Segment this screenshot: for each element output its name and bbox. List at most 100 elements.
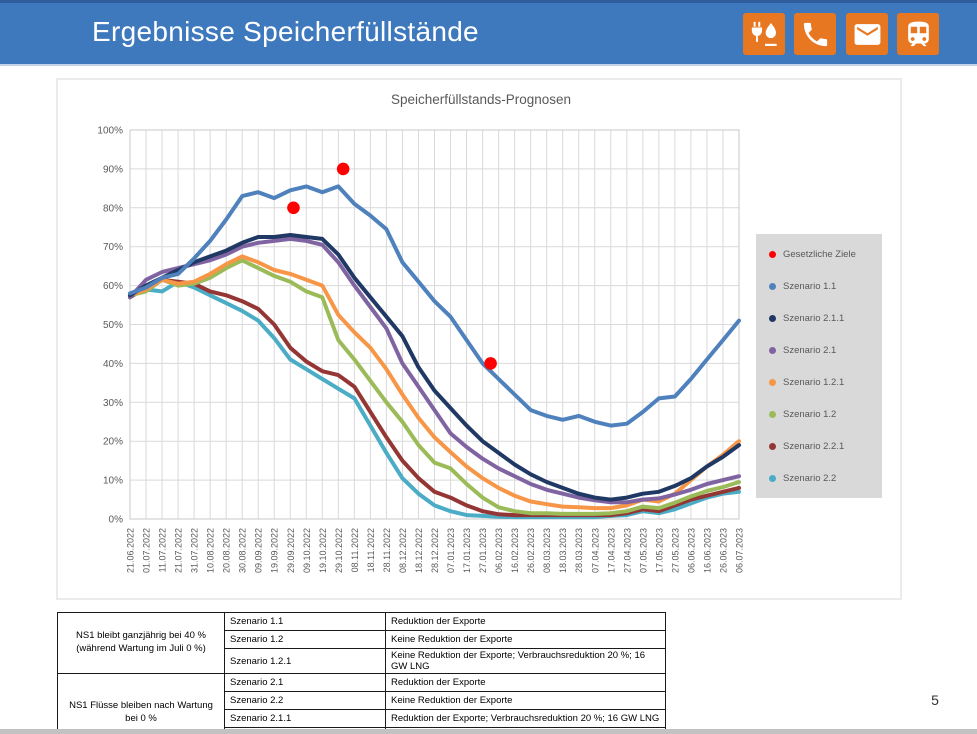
legend-dot-icon <box>769 410 776 418</box>
x-tick-label: 26.02.2023 <box>526 528 536 573</box>
x-tick-label: 11.07.2022 <box>158 528 168 572</box>
legend-item: Szenario 2.1.1 <box>756 302 882 334</box>
legend-dot-icon <box>769 250 776 258</box>
x-tick-label: 09.10.2022 <box>302 528 312 573</box>
table-cell-description: Reduktion der Exporte; Verbrauchsredukti… <box>385 709 666 728</box>
y-tick-label: 70% <box>103 242 123 253</box>
x-tick-label: 19.09.2022 <box>270 528 280 573</box>
y-tick-label: 10% <box>103 476 123 487</box>
table-cell-scenario: Szenario 2.1.1 <box>224 709 386 728</box>
y-tick-label: 40% <box>103 359 123 370</box>
phone-glyph <box>803 22 827 46</box>
x-tick-label: 17.04.2023 <box>606 528 616 573</box>
chart-container: 0% 10% 20% 30% 40% 50% 60% 70% 80% 90% 100% 21.06.2… <box>56 78 902 600</box>
x-tick-label: 31.07.2022 <box>190 528 200 573</box>
x-tick-label: 06.02.2023 <box>494 528 504 573</box>
x-tick-label: 19.10.2022 <box>318 528 328 573</box>
x-tick-label: 01.07.2022 <box>142 528 152 573</box>
legend-dot-icon <box>769 442 776 450</box>
table-row: NS1 Flüsse bleiben nach Wartung bei 0 % … <box>57 673 666 734</box>
table-row: Szenario 2.1.1 Reduktion der Exporte; Ve… <box>58 709 666 728</box>
x-tick-label: 27.01.2023 <box>478 528 488 573</box>
legend-item: Szenario 2.2.1 <box>756 430 882 462</box>
energy-plug-flame-glyph <box>751 21 777 46</box>
legend-item: Szenario 1.2 <box>756 398 882 430</box>
table-cell-description: Reduktion der Exporte <box>385 612 666 631</box>
legend-label: Gesetzliche Ziele <box>783 248 856 260</box>
y-tick-label: 0% <box>109 515 124 526</box>
x-tick-label: 07.01.2023 <box>446 528 456 573</box>
y-tick-label: 60% <box>103 281 123 292</box>
x-tick-label: 28.11.2022 <box>382 528 392 572</box>
table-cell-scenario: Szenario 2.1 <box>224 673 386 692</box>
table-group-label: NS1 bleibt ganzjährig bei 40 % (während … <box>57 612 225 674</box>
legend-dot-icon <box>769 282 776 290</box>
phone-icon <box>794 13 836 55</box>
chart-title: Speicherfüllstands-Prognosen <box>390 92 572 107</box>
target-dot <box>336 162 350 176</box>
y-tick-label: 100% <box>97 126 123 137</box>
page-title: Ergebnisse Speicherfüllstände <box>92 16 479 47</box>
table-cell-scenario: Szenario 1.2.1 <box>224 648 386 674</box>
train-glyph <box>907 21 929 46</box>
legend-item: Szenario 1.1 <box>756 270 882 302</box>
mail-glyph <box>854 23 880 45</box>
x-tick-label: 16.02.2023 <box>510 528 520 573</box>
x-tick-label: 21.07.2022 <box>174 528 184 573</box>
x-tick-label: 18.03.2023 <box>558 528 568 573</box>
x-tick-label: 18.12.2022 <box>414 528 424 573</box>
x-tick-label: 08.12.2022 <box>398 528 408 573</box>
x-tick-label: 29.10.2022 <box>334 528 344 573</box>
x-tick-label: 27.05.2023 <box>670 528 680 573</box>
x-tick-label: 10.08.2022 <box>206 528 216 573</box>
x-tick-label: 16.06.2023 <box>702 528 712 573</box>
x-tick-label: 28.12.2022 <box>430 528 440 573</box>
x-tick-label: 06.07.2023 <box>735 528 745 573</box>
page-number: 5 <box>931 692 939 708</box>
legend-label: Szenario 1.2 <box>783 408 837 420</box>
x-tick-label: 17.05.2023 <box>654 528 664 573</box>
table-group-label: NS1 Flüsse bleiben nach Wartung bei 0 % <box>57 673 225 734</box>
scenario-table: NS1 bleibt ganzjährig bei 40 % (während … <box>57 612 666 734</box>
table-cell-description: Keine Reduktion der Exporte; Verbrauchsr… <box>385 648 666 674</box>
legend-dot-icon <box>769 378 776 386</box>
legend-dot-icon <box>769 314 776 322</box>
x-tick-label: 07.05.2023 <box>638 528 648 573</box>
legend-label: Szenario 2.2 <box>783 472 837 484</box>
legend-dot-icon <box>769 346 776 354</box>
table-row: NS1 bleibt ganzjährig bei 40 % (während … <box>57 612 666 674</box>
x-tick-label: 21.06.2022 <box>126 528 136 573</box>
y-tick-label: 50% <box>103 320 123 331</box>
legend-dot-icon <box>769 474 776 482</box>
table-cell-scenario: Szenario 2.2 <box>224 691 386 710</box>
table-cell-scenario: Szenario 1.2 <box>224 630 386 649</box>
legend-item: Szenario 1.2.1 <box>756 366 882 398</box>
series-line-Szenario-1.2 <box>128 258 741 516</box>
x-tick-label: 18.11.2022 <box>366 528 376 572</box>
x-tick-label: 28.03.2023 <box>574 528 584 573</box>
x-tick-label: 08.03.2023 <box>542 528 552 573</box>
energy-plug-flame-icon <box>743 13 785 55</box>
mail-icon <box>846 13 888 55</box>
x-tick-label: 09.09.2022 <box>254 528 264 573</box>
target-dot <box>484 357 497 370</box>
table-cell-description: Keine Reduktion der Exporte <box>385 630 666 649</box>
y-tick-label: 90% <box>103 164 123 175</box>
legend-item: Gesetzliche Ziele <box>756 238 882 270</box>
legend-label: Szenario 2.1.1 <box>783 312 845 324</box>
legend-item: Szenario 2.1 <box>756 334 882 366</box>
x-tick-label: 07.04.2023 <box>590 528 600 573</box>
x-tick-label: 26.06.2023 <box>718 528 728 573</box>
y-tick-label: 30% <box>103 398 123 409</box>
bottom-strip <box>0 729 977 734</box>
x-tick-label: 06.06.2023 <box>686 528 696 573</box>
x-tick-label: 17.01.2023 <box>462 528 472 573</box>
header-bar: Ergebnisse Speicherfüllstände <box>0 0 977 66</box>
x-tick-label: 27.04.2023 <box>622 528 632 573</box>
table-cell-description: Keine Reduktion der Exporte <box>385 691 666 710</box>
y-tick-label: 80% <box>103 203 123 214</box>
x-tick-label: 20.08.2022 <box>222 528 232 573</box>
x-tick-label: 30.08.2022 <box>238 528 248 573</box>
train-icon <box>897 13 939 55</box>
